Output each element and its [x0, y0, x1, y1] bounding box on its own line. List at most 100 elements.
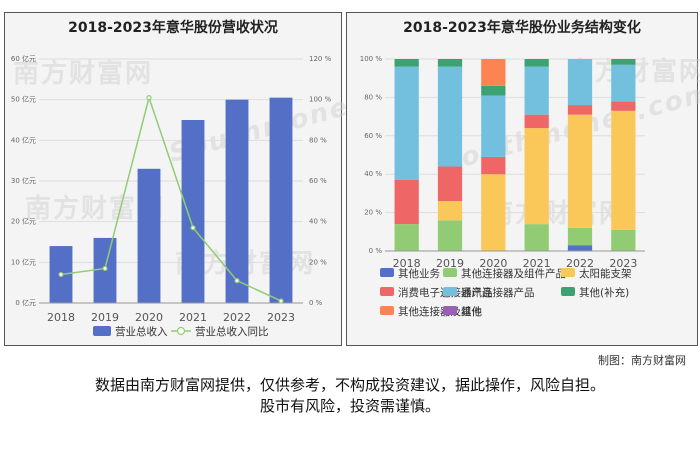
x-tick-label: 2018 — [47, 311, 75, 324]
y-tick-label: 100 % — [360, 55, 383, 63]
x-tick-label: 2019 — [91, 311, 119, 324]
chart-credit: 制图：南方财富网 — [598, 354, 686, 367]
y-tick-label: 80 % — [364, 93, 382, 101]
legend-label: 其他 — [461, 305, 482, 318]
stack-segment — [437, 66, 463, 167]
legend-label: 通讯连接器产品 — [461, 286, 535, 299]
yoy-point — [58, 271, 64, 278]
legend-swatch — [380, 287, 394, 296]
x-tick-label: 2021 — [179, 311, 207, 324]
stack-segment — [567, 59, 593, 106]
stack-segment — [394, 59, 419, 67]
legend-label-yoy: 营业总收入同比 — [195, 325, 269, 338]
legend-label: 其他(补充) — [579, 286, 629, 299]
yoy-point — [190, 225, 196, 231]
x-tick-label: 2020 — [479, 257, 507, 270]
stack-segment — [567, 114, 593, 228]
y2-tick-label: 120 % — [309, 55, 332, 63]
y-tick-label: 20 % — [364, 209, 382, 217]
x-tick-label: 2020 — [135, 311, 163, 324]
stack-segment — [437, 59, 463, 67]
legend-label: 太阳能支架 — [579, 267, 632, 280]
business-structure-chart-title: 2018-2023年意华股份业务结构变化 — [403, 20, 641, 36]
legend-marker-yoy — [176, 326, 186, 336]
y-tick-label: 30 亿元 — [11, 176, 36, 185]
revenue-bar — [137, 168, 161, 303]
disclaimer: 数据由南方财富网提供，仅供参考，不构成投资建议，据此操作，风险自担。 股市有风险… — [0, 375, 700, 417]
yoy-point — [234, 278, 240, 284]
stack-segment — [524, 66, 549, 115]
stack-segment — [611, 64, 636, 102]
y-tick-label: 0 % — [369, 247, 383, 255]
revenue-bar — [181, 120, 205, 303]
y2-tick-label: 40 % — [309, 218, 327, 226]
stack-segment — [394, 66, 419, 180]
x-tick-label: 2022 — [566, 257, 594, 270]
stack-segment — [437, 166, 463, 202]
stack-segment — [437, 201, 463, 221]
y2-tick-label: 80 % — [309, 136, 327, 144]
stack-segment — [524, 114, 549, 129]
stack-segment — [481, 59, 506, 86]
legend-label-revenue: 营业总收入 — [115, 325, 168, 338]
stack-segment — [481, 174, 506, 251]
stack-segment — [481, 95, 506, 157]
stack-segment — [567, 245, 593, 251]
legend-swatch — [561, 268, 575, 277]
legend-swatch-revenue — [93, 326, 111, 336]
business-structure-chart-svg: 0 % 20 % 40 % 60 % 80 % 100 % 2018 2019 2020 2021… — [360, 55, 645, 318]
legend-label: 其他连接器及组件 — [398, 305, 482, 318]
stack-segment — [611, 110, 636, 230]
legend-label: 其他连接器及组件产品 — [461, 267, 566, 280]
y2-tick-label: 60 % — [309, 177, 327, 185]
y-tick-label: 20 亿元 — [11, 217, 36, 226]
revenue-bar — [269, 97, 293, 303]
x-tick-label: 2018 — [393, 257, 421, 270]
x-tick-label: 2023 — [609, 257, 637, 270]
stack-segment — [611, 59, 636, 65]
stack-segment — [524, 128, 549, 225]
revenue-chart-panel: 2018-2023年意华股份营收状况 南方财富网 Southmoney.com … — [4, 12, 444, 346]
y2-tick-label: 20 % — [309, 258, 327, 266]
y-tick-label: 0 亿元 — [15, 298, 36, 307]
yoy-point — [102, 265, 108, 272]
disclaimer-line-1: 数据由南方财富网提供，仅供参考，不构成投资建议，据此操作，风险自担。 — [94, 376, 605, 394]
y-tick-label: 60 亿元 — [11, 54, 36, 63]
x-tick-label: 2021 — [523, 257, 551, 270]
legend-label: 其他业务 — [398, 267, 440, 280]
stack-segment — [524, 59, 549, 67]
stack-segment — [481, 85, 506, 96]
stack-segment — [394, 179, 419, 225]
legend-swatch — [561, 287, 575, 296]
x-tick-label: 2019 — [436, 257, 464, 270]
y-tick-label: 10 亿元 — [11, 257, 36, 266]
stack-segment — [394, 224, 419, 251]
legend-swatch — [380, 306, 394, 315]
yoy-line — [60, 95, 282, 302]
revenue-chart-svg: 0 亿元 10 亿元 20 亿元 30 亿元 40 亿元 50 亿元 60 亿元 0 % 20 … — [11, 54, 332, 338]
yoy-point — [146, 95, 152, 101]
business-structure-chart-panel: 2018-2023年意华股份业务结构变化 南方财富网 Southmoney.co… — [346, 12, 700, 346]
x-tick-label: 2023 — [267, 311, 295, 324]
legend-swatch — [443, 287, 457, 296]
legend-swatch — [380, 268, 394, 277]
stack-segment — [611, 229, 636, 251]
revenue-bar — [225, 99, 249, 304]
y2-tick-label: 100 % — [309, 96, 332, 104]
stack-segment — [567, 227, 593, 246]
stack-segment — [481, 156, 506, 175]
y-tick-label: 40 % — [364, 170, 382, 178]
legend-swatch — [443, 268, 457, 277]
revenue-chart-title: 2018-2023年意华股份营收状况 — [68, 20, 278, 36]
stack-segment — [567, 105, 593, 115]
y-tick-label: 40 亿元 — [11, 135, 36, 144]
stack-segment — [611, 101, 636, 111]
stack-segment — [524, 224, 549, 251]
legend-swatch — [443, 306, 457, 315]
y-tick-label: 60 % — [364, 132, 382, 140]
disclaimer-line-2: 股市有风险，投资需谨慎。 — [259, 397, 440, 415]
y-tick-label: 50 亿元 — [11, 95, 36, 104]
y2-tick-label: 0 % — [309, 299, 323, 307]
stack-segment — [437, 220, 463, 251]
yoy-point — [278, 298, 284, 304]
